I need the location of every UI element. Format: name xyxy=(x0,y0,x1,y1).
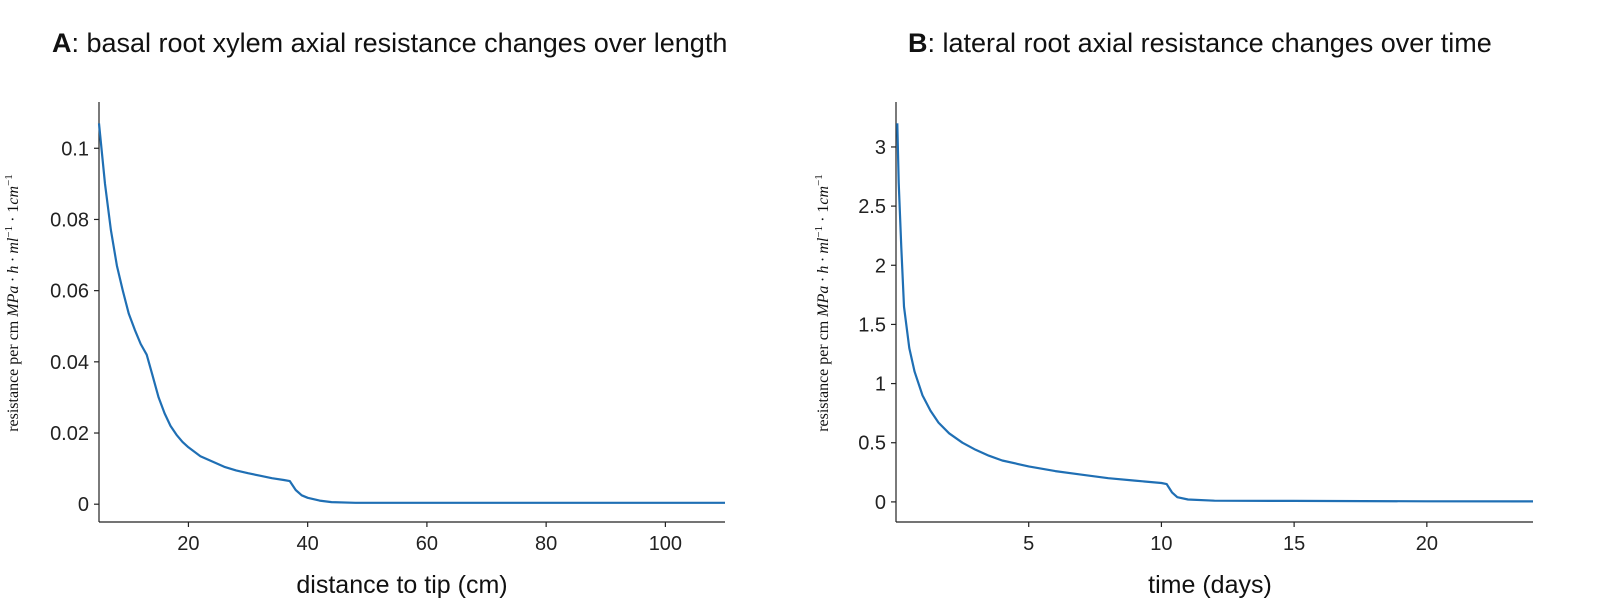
y-axis-label-a: resistance per cm MPa · h · ml−1 · 1cm−1 xyxy=(3,174,22,432)
y-axis-label-b: resistance per cm MPa · h · ml−1 · 1cm−1 xyxy=(813,174,832,432)
chart-panel-a: A: basal root xylem axial resistance cha… xyxy=(3,28,727,599)
x-axis-label-b: time (days) xyxy=(1148,571,1272,599)
y-tick-label-a: 0.08 xyxy=(50,209,89,231)
x-tick-label-b: 15 xyxy=(1283,533,1305,555)
y-tick-label-a: 0.04 xyxy=(50,352,89,374)
x-tick-label-b: 5 xyxy=(1023,533,1034,555)
plot-area-a: 0 0.02 0.04 0.06 0.08 0.1 20 40 60 80 100 xyxy=(50,102,725,555)
y-tick-label-b: 1 xyxy=(875,374,886,396)
x-axis-label-a: distance to tip (cm) xyxy=(296,571,507,599)
y-tick-label-a: 0.1 xyxy=(61,138,89,160)
y-tick-label-a: 0 xyxy=(78,494,89,516)
y-tick-label-a: 0.06 xyxy=(50,281,89,303)
y-tick-label-a: 0.02 xyxy=(50,423,89,445)
y-tick-label-b: 1.5 xyxy=(858,314,886,336)
y-tick-label-b: 2.5 xyxy=(858,196,886,218)
chart-title-a: A: basal root xylem axial resistance cha… xyxy=(52,28,727,58)
x-tick-label-b: 10 xyxy=(1150,533,1172,555)
x-tick-label-a: 80 xyxy=(535,533,557,555)
chart-title-b: B: lateral root axial resistance changes… xyxy=(908,28,1492,58)
y-tick-label-b: 3 xyxy=(875,137,886,159)
x-tick-label-a: 100 xyxy=(649,533,682,555)
y-tick-label-b: 2 xyxy=(875,255,886,277)
x-tick-label-a: 20 xyxy=(177,533,199,555)
plot-area-b: 0 0.5 1 1.5 2 2.5 3 5 10 15 20 xyxy=(858,102,1534,555)
chart-panel-b: B: lateral root axial resistance changes… xyxy=(813,28,1534,599)
y-tick-label-b: 0 xyxy=(875,492,886,514)
series-line-b xyxy=(896,123,1534,503)
x-tick-label-a: 60 xyxy=(416,533,438,555)
x-tick-label-a: 40 xyxy=(297,533,319,555)
series-line-a xyxy=(97,123,725,504)
y-tick-label-b: 0.5 xyxy=(858,433,886,455)
x-tick-label-b: 20 xyxy=(1416,533,1438,555)
